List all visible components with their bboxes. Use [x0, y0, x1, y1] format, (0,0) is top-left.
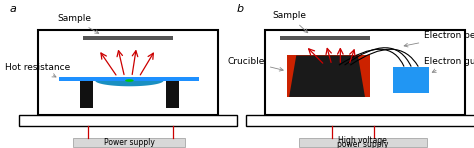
Text: High voltage: High voltage [338, 136, 387, 145]
Polygon shape [95, 81, 164, 86]
Text: Electron gun: Electron gun [424, 57, 474, 72]
Bar [280, 36, 370, 40]
Polygon shape [289, 56, 365, 97]
Circle shape [125, 79, 134, 82]
Text: a: a [9, 4, 17, 15]
Text: Electron beam: Electron beam [404, 31, 474, 47]
Text: Sample: Sample [273, 12, 308, 33]
Bar [38, 30, 218, 115]
Bar [265, 30, 465, 115]
Text: b: b [237, 4, 244, 15]
Bar [83, 36, 173, 40]
Bar [19, 115, 237, 126]
Text: power supply: power supply [337, 140, 388, 148]
Bar [393, 67, 429, 92]
Bar [246, 115, 474, 126]
Bar [80, 78, 93, 108]
Bar [287, 55, 370, 97]
Bar [59, 77, 199, 81]
Bar [166, 78, 179, 108]
Text: Crucible: Crucible [228, 57, 283, 71]
Bar [59, 78, 199, 81]
Bar [73, 138, 185, 147]
Text: Hot resistance: Hot resistance [5, 63, 70, 77]
Text: Power supply: Power supply [104, 138, 155, 147]
Text: Sample: Sample [57, 15, 99, 33]
Bar [299, 138, 427, 147]
